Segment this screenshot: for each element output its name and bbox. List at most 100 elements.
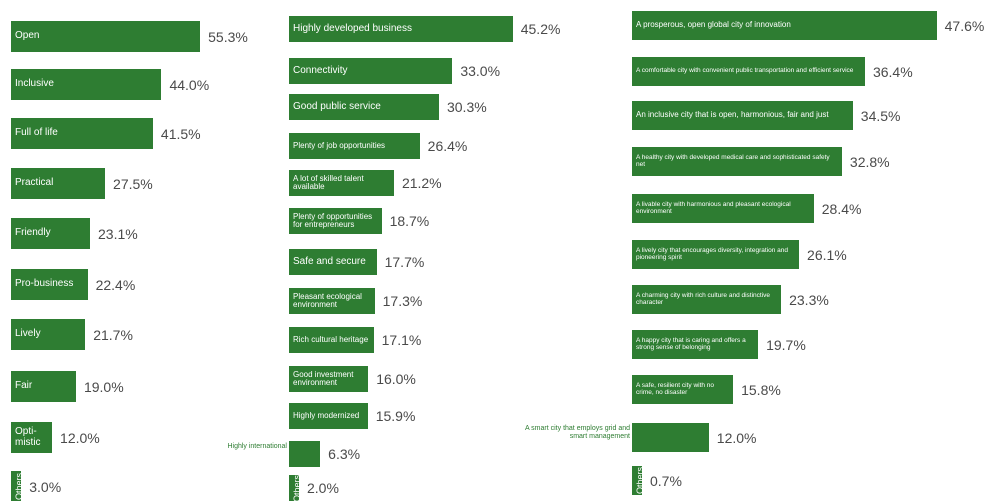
bar-2-12 bbox=[289, 441, 321, 467]
bar-label-3-11: Others bbox=[635, 467, 642, 495]
bar-label-2-11: Highly modernized bbox=[293, 410, 360, 420]
bar-3-3: An inclusive city that is open, harmonio… bbox=[632, 101, 853, 130]
bar-2-2: Connectivity bbox=[289, 58, 453, 84]
value-label-3-10: 12.0% bbox=[716, 429, 757, 446]
bar-2-9: Rich cultural heritage bbox=[289, 327, 374, 353]
value-label-3-9: 15.8% bbox=[741, 381, 781, 398]
value-label-2-6: 18.7% bbox=[389, 213, 430, 229]
bar-1-10: Others bbox=[11, 471, 22, 501]
value-label-2-9: 17.1% bbox=[381, 332, 422, 348]
bar-3-7: A charming city with rich culture and di… bbox=[632, 285, 782, 314]
value-label-2-13: 2.0% bbox=[307, 480, 339, 496]
value-label-3-4: 32.8% bbox=[849, 153, 890, 170]
value-label-2-10: 16.0% bbox=[376, 371, 416, 387]
bar-3-2: A comfortable city with convenient publi… bbox=[632, 57, 865, 86]
value-label-2-12: 6.3% bbox=[328, 446, 361, 462]
value-label-3-2: 36.4% bbox=[872, 63, 913, 80]
bar-label-1-6: Pro-business bbox=[15, 278, 74, 290]
value-label-2-1: 45.2% bbox=[520, 21, 561, 37]
bar-3-9: A safe, resilient city with no crime, no… bbox=[632, 375, 734, 404]
bar-1-7: Lively bbox=[11, 319, 86, 350]
bar-label-2-5: A lot of skilled talent available bbox=[293, 173, 364, 191]
bar-label-3-9: A safe, resilient city with no crime, no… bbox=[636, 381, 715, 396]
bar-3-10 bbox=[632, 423, 709, 452]
bar-2-5: A lot of skilled talent available bbox=[289, 170, 394, 196]
value-label-1-3: 41.5% bbox=[160, 125, 201, 142]
bar-label-2-3: Good public service bbox=[293, 100, 381, 112]
bar-label-3-3: An inclusive city that is open, harmonio… bbox=[636, 110, 829, 120]
bar-1-4: Practical bbox=[11, 168, 106, 199]
bar-label-3-6: A lively city that encourages diversity,… bbox=[636, 246, 788, 261]
bar-1-2: Inclusive bbox=[11, 69, 162, 100]
bar-1-6: Pro-business bbox=[11, 269, 88, 300]
bar-label-1-1: Open bbox=[15, 30, 40, 42]
bar-3-5: A livable city with harmonious and pleas… bbox=[632, 194, 814, 223]
value-label-2-11: 15.9% bbox=[375, 408, 416, 424]
bar-label-2-1: Highly developed business bbox=[293, 22, 412, 34]
bar-label-1-2: Inclusive bbox=[15, 78, 54, 90]
bar-label-2-2: Connectivity bbox=[293, 64, 348, 76]
bar-2-13: Others bbox=[289, 475, 299, 501]
bar-label-1-7: Lively bbox=[15, 328, 41, 340]
bar-label-3-1: A prosperous, open global city of innova… bbox=[636, 20, 791, 30]
bar-label-2-6: Plenty of opportunities for entrepreneur… bbox=[293, 211, 373, 229]
bar-label-2-8: Pleasant ecological environment bbox=[293, 291, 362, 309]
bar-label-1-5: Friendly bbox=[15, 227, 51, 239]
value-label-3-11: 0.7% bbox=[650, 472, 682, 489]
value-label-2-4: 26.4% bbox=[427, 138, 468, 154]
bar-label-3-8: A happy city that is caring and offers a… bbox=[636, 336, 746, 351]
value-label-1-7: 21.7% bbox=[93, 326, 133, 343]
value-label-1-5: 23.1% bbox=[98, 225, 138, 242]
value-label-2-2: 33.0% bbox=[460, 63, 501, 79]
bar-2-11: Highly modernized bbox=[289, 403, 368, 429]
bar-label-1-9: Opti- mistic bbox=[15, 426, 41, 448]
bar-label-1-8: Fair bbox=[15, 380, 33, 392]
bar-1-8: Fair bbox=[11, 371, 76, 402]
bar-label-3-7: A charming city with rich culture and di… bbox=[636, 291, 771, 306]
bar-label-2-13: Others bbox=[292, 475, 299, 501]
bar-label-2-10: Good investment environment bbox=[293, 369, 354, 387]
bar-1-9: Opti- mistic bbox=[11, 422, 53, 453]
bar-1-3: Full of life bbox=[11, 118, 153, 149]
value-label-1-1: 55.3% bbox=[208, 28, 248, 45]
bar-2-8: Pleasant ecological environment bbox=[289, 288, 375, 314]
bar-label-3-4: A healthy city with developed medical ca… bbox=[636, 153, 830, 168]
bar-label-1-4: Practical bbox=[15, 177, 54, 189]
value-label-1-8: 19.0% bbox=[83, 378, 124, 395]
bar-3-8: A happy city that is caring and offers a… bbox=[632, 330, 759, 359]
bar-3-4: A healthy city with developed medical ca… bbox=[632, 147, 842, 176]
bar-1-1: Open bbox=[11, 21, 201, 52]
value-label-2-3: 30.3% bbox=[446, 99, 487, 115]
bar-3-6: A lively city that encourages diversity,… bbox=[632, 240, 800, 269]
bar-2-3: Good public service bbox=[289, 94, 439, 120]
bar-label-1-3: Full of life bbox=[15, 127, 58, 139]
bar-label-3-10: A smart city that employs grid and smart… bbox=[524, 425, 630, 440]
bar-label-3-5: A livable city with harmonious and pleas… bbox=[636, 200, 791, 215]
value-label-2-7: 17.7% bbox=[384, 254, 425, 270]
value-label-3-8: 19.7% bbox=[766, 336, 806, 353]
bar-2-7: Safe and secure bbox=[289, 249, 377, 275]
bar-2-6: Plenty of opportunities for entrepreneur… bbox=[289, 208, 382, 234]
value-label-1-2: 44.0% bbox=[169, 76, 210, 93]
bar-label-1-10: Others bbox=[14, 473, 22, 501]
value-label-1-10: 3.0% bbox=[29, 478, 62, 495]
bar-2-10: Good investment environment bbox=[289, 366, 369, 392]
value-label-3-3: 34.5% bbox=[860, 107, 901, 124]
bar-label-3-2: A comfortable city with convenient publi… bbox=[636, 67, 854, 75]
value-label-3-1: 47.6% bbox=[944, 17, 984, 34]
value-label-1-9: 12.0% bbox=[60, 429, 100, 446]
bar-1-5: Friendly bbox=[11, 218, 90, 249]
value-label-3-7: 23.3% bbox=[789, 291, 829, 308]
bar-3-1: A prosperous, open global city of innova… bbox=[632, 11, 937, 40]
value-label-2-8: 17.3% bbox=[382, 293, 423, 309]
bar-label-2-12: Highly international bbox=[227, 443, 287, 450]
value-label-1-6: 22.4% bbox=[95, 276, 136, 293]
bar-2-4: Plenty of job opportunities bbox=[289, 133, 420, 159]
value-label-1-4: 27.5% bbox=[113, 175, 153, 192]
bar-label-2-7: Safe and secure bbox=[293, 255, 366, 267]
value-label-3-6: 26.1% bbox=[807, 246, 847, 263]
bar-label-2-9: Rich cultural heritage bbox=[293, 334, 369, 344]
value-label-2-5: 21.2% bbox=[401, 175, 442, 191]
bar-2-1: Highly developed business bbox=[289, 16, 513, 42]
